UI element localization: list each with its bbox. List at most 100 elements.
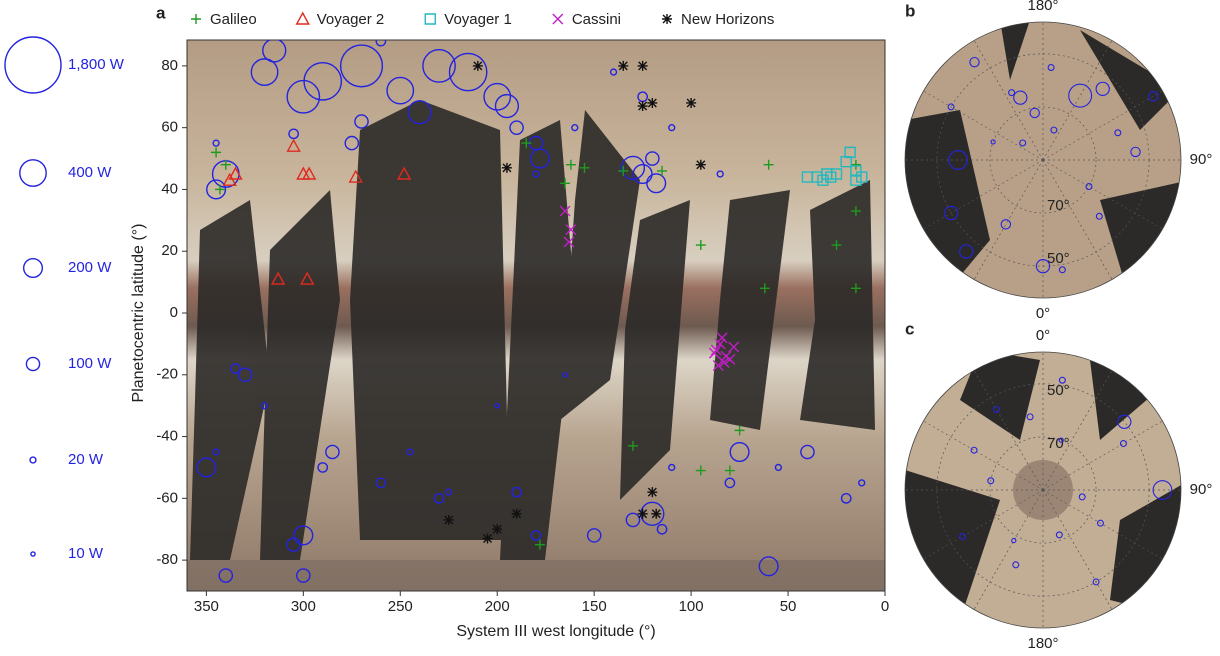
marker xyxy=(211,147,222,158)
r-tick-label: 50° xyxy=(1047,382,1070,399)
marker xyxy=(969,56,980,68)
marker xyxy=(646,173,667,194)
marker xyxy=(1085,183,1093,191)
marker xyxy=(947,103,955,111)
marker xyxy=(716,332,728,344)
radial-grid xyxy=(973,489,1044,610)
theta-tick-label: 0° xyxy=(1036,327,1050,344)
marker xyxy=(344,135,360,151)
r-tick-label: 70° xyxy=(1047,197,1070,214)
x-tick-label: 350 xyxy=(194,598,219,615)
marker xyxy=(482,533,493,544)
marker xyxy=(714,338,726,350)
map-background xyxy=(187,40,885,591)
marker xyxy=(300,271,315,285)
radial-grid xyxy=(973,370,1044,491)
marker xyxy=(472,60,483,71)
marker xyxy=(494,402,501,409)
marker xyxy=(686,97,697,108)
marker xyxy=(993,406,1001,414)
marker xyxy=(206,179,227,200)
marker xyxy=(1008,89,1016,97)
marker xyxy=(850,159,861,170)
marker xyxy=(396,166,412,180)
size-legend-label: 100 W xyxy=(68,355,112,372)
marker xyxy=(948,150,968,170)
marker xyxy=(1058,266,1066,274)
radial-grid xyxy=(973,159,1044,280)
marker xyxy=(1055,531,1063,539)
r-tick-label: 50° xyxy=(1047,250,1070,267)
marker xyxy=(811,171,823,183)
marker xyxy=(724,353,736,365)
marker xyxy=(1012,561,1020,569)
marker xyxy=(729,441,750,463)
y-axis-label: Planetocentric latitude (°) xyxy=(130,224,147,403)
theta-tick-label: 180° xyxy=(1027,0,1058,14)
marker xyxy=(1130,146,1141,158)
ring-grid xyxy=(989,106,1097,214)
marker xyxy=(817,174,829,186)
marker xyxy=(1092,578,1100,586)
marker xyxy=(618,60,629,71)
y-tick-label: -20 xyxy=(156,366,178,383)
theta-tick-label: 180° xyxy=(1027,635,1058,652)
marker xyxy=(494,93,520,119)
marker xyxy=(1095,212,1103,220)
marker xyxy=(386,76,415,105)
size-legend-label: 20 W xyxy=(68,451,104,468)
marker xyxy=(710,344,722,356)
marker xyxy=(637,60,648,71)
marker xyxy=(563,236,575,248)
marker xyxy=(724,465,735,476)
marker xyxy=(220,159,231,170)
marker xyxy=(637,508,648,519)
y-tick-label: 40 xyxy=(161,180,178,197)
marker xyxy=(286,537,301,552)
marker xyxy=(651,508,662,519)
radial-grid xyxy=(1042,489,1113,610)
marker xyxy=(354,114,369,129)
marker xyxy=(1152,480,1173,500)
marker xyxy=(293,525,314,546)
marker xyxy=(656,523,668,535)
ring-grid xyxy=(936,383,1150,597)
legend-marker xyxy=(662,14,673,24)
marker xyxy=(609,68,618,76)
marker xyxy=(445,488,453,496)
marker xyxy=(830,168,843,180)
marker xyxy=(627,440,638,451)
marker xyxy=(339,44,384,88)
legend-label: Voyager 2 xyxy=(317,11,385,28)
marker xyxy=(222,172,237,186)
y-tick-label: -60 xyxy=(156,489,178,506)
marker xyxy=(448,52,488,92)
marker xyxy=(718,356,730,368)
marker xyxy=(668,124,676,132)
y-tick-label: -40 xyxy=(156,428,178,445)
marker xyxy=(560,178,571,189)
marker xyxy=(1047,63,1055,71)
x-tick-label: 0 xyxy=(881,598,889,615)
legend-label: Voyager 1 xyxy=(444,11,512,28)
marker xyxy=(501,162,512,173)
x-axis-label: System III west longitude (°) xyxy=(456,623,655,640)
x-tick-label: 300 xyxy=(291,598,316,615)
marker xyxy=(625,512,641,528)
marker xyxy=(565,159,576,170)
marker xyxy=(840,492,852,504)
marker xyxy=(422,49,456,83)
marker xyxy=(529,148,550,169)
ring-grid xyxy=(936,53,1150,267)
marker xyxy=(579,162,590,173)
marker xyxy=(212,139,220,147)
marker xyxy=(325,444,340,460)
radial-grid xyxy=(923,159,1044,230)
marker xyxy=(250,58,279,86)
marker xyxy=(406,448,414,456)
theta-tick-label: 0° xyxy=(1036,305,1050,322)
marker xyxy=(856,171,868,183)
panel-label: b xyxy=(905,1,915,20)
marker xyxy=(850,283,861,294)
radial-grid xyxy=(1042,420,1163,491)
